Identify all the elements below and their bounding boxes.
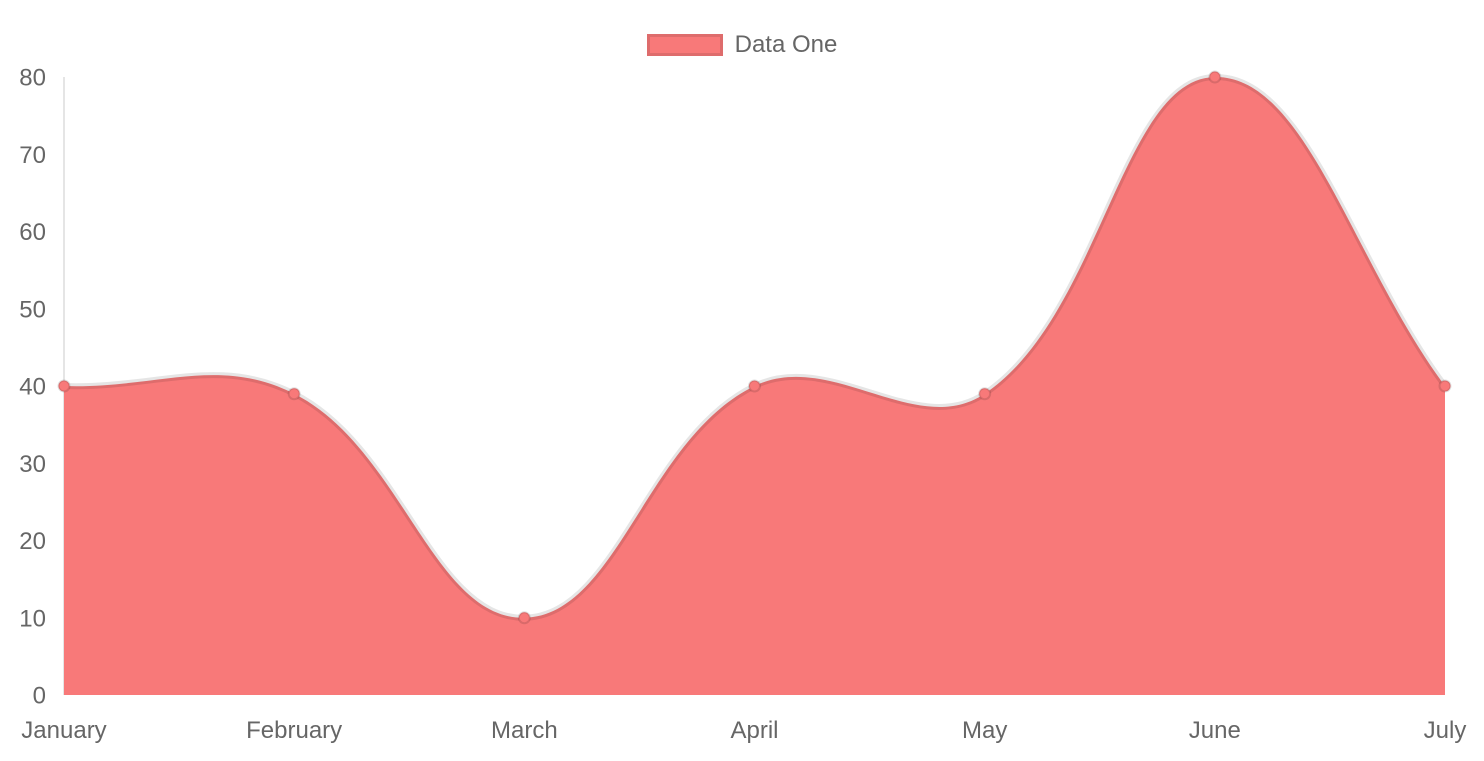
- x-tick-label: July: [1424, 717, 1467, 744]
- y-tick-label: 30: [19, 451, 46, 478]
- data-point-march[interactable]: [517, 611, 531, 625]
- x-tick-label: January: [21, 717, 106, 744]
- x-tick-label: February: [246, 717, 342, 744]
- y-tick-label: 70: [19, 142, 46, 169]
- data-point-january[interactable]: [57, 379, 71, 393]
- x-tick-label: June: [1189, 717, 1241, 744]
- area-fill: [64, 76, 1445, 695]
- data-point-july[interactable]: [1438, 379, 1452, 393]
- x-tick-label: March: [491, 717, 558, 744]
- legend-swatch: [646, 34, 723, 56]
- y-tick-label: 20: [19, 528, 46, 555]
- y-tick-label: 10: [19, 605, 46, 632]
- x-tick-label: May: [962, 717, 1007, 744]
- data-point-june[interactable]: [1208, 70, 1222, 84]
- y-tick-label: 0: [33, 683, 46, 710]
- chart-legend: Data One: [0, 31, 1484, 59]
- y-tick-label: 50: [19, 296, 46, 323]
- line-stroke: [61, 73, 1448, 621]
- y-tick-label: 60: [19, 219, 46, 246]
- y-tick-label: 40: [19, 374, 46, 401]
- y-tick-label: 80: [19, 65, 46, 92]
- x-tick-label: April: [730, 717, 778, 744]
- legend-item-data-one[interactable]: Data One: [646, 31, 838, 59]
- data-point-february[interactable]: [287, 387, 301, 401]
- data-point-may[interactable]: [978, 387, 992, 401]
- legend-label: Data One: [734, 31, 838, 58]
- data-point-april[interactable]: [748, 379, 761, 393]
